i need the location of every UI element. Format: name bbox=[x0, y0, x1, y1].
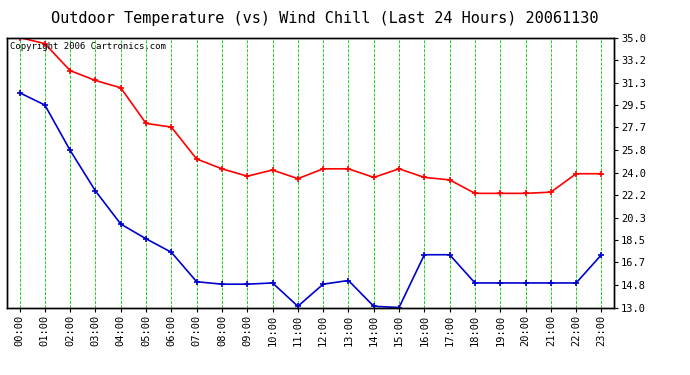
Text: Outdoor Temperature (vs) Wind Chill (Last 24 Hours) 20061130: Outdoor Temperature (vs) Wind Chill (Las… bbox=[50, 11, 598, 26]
Text: Copyright 2006 Cartronics.com: Copyright 2006 Cartronics.com bbox=[10, 42, 166, 51]
